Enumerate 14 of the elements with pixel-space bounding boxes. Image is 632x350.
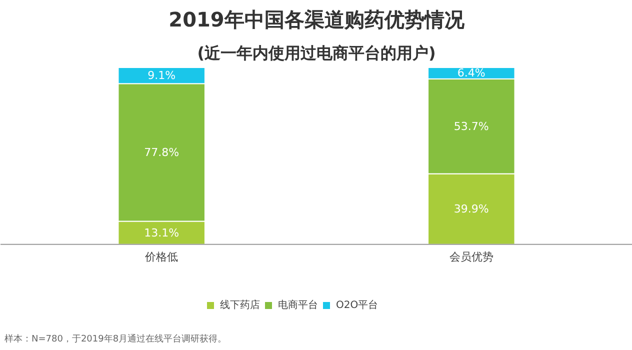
chart-title: 2019年中国各渠道购药优势情况 [168,8,466,32]
legend-label: O2O平台 [336,298,378,312]
data-label: 9.1% [148,69,176,82]
x-tick-label: 价格低 [144,250,178,264]
data-label: 6.4% [457,66,486,80]
legend-label: 线下药店 [220,298,260,312]
data-label: 77.8% [144,146,180,159]
text: 样本：N=780，于2019年8月通过在线平台调研获得。 [4,334,227,344]
data-label: 53.7% [454,120,489,133]
data-label: 13.1% [144,226,180,240]
chart-subtitle: (近一年内使用过电商平台的用户) [197,44,436,62]
x-tick-label: 会员优势 [449,250,494,264]
data-label: 39.9% [454,202,489,216]
legend-label: 电商平台 [278,298,318,312]
